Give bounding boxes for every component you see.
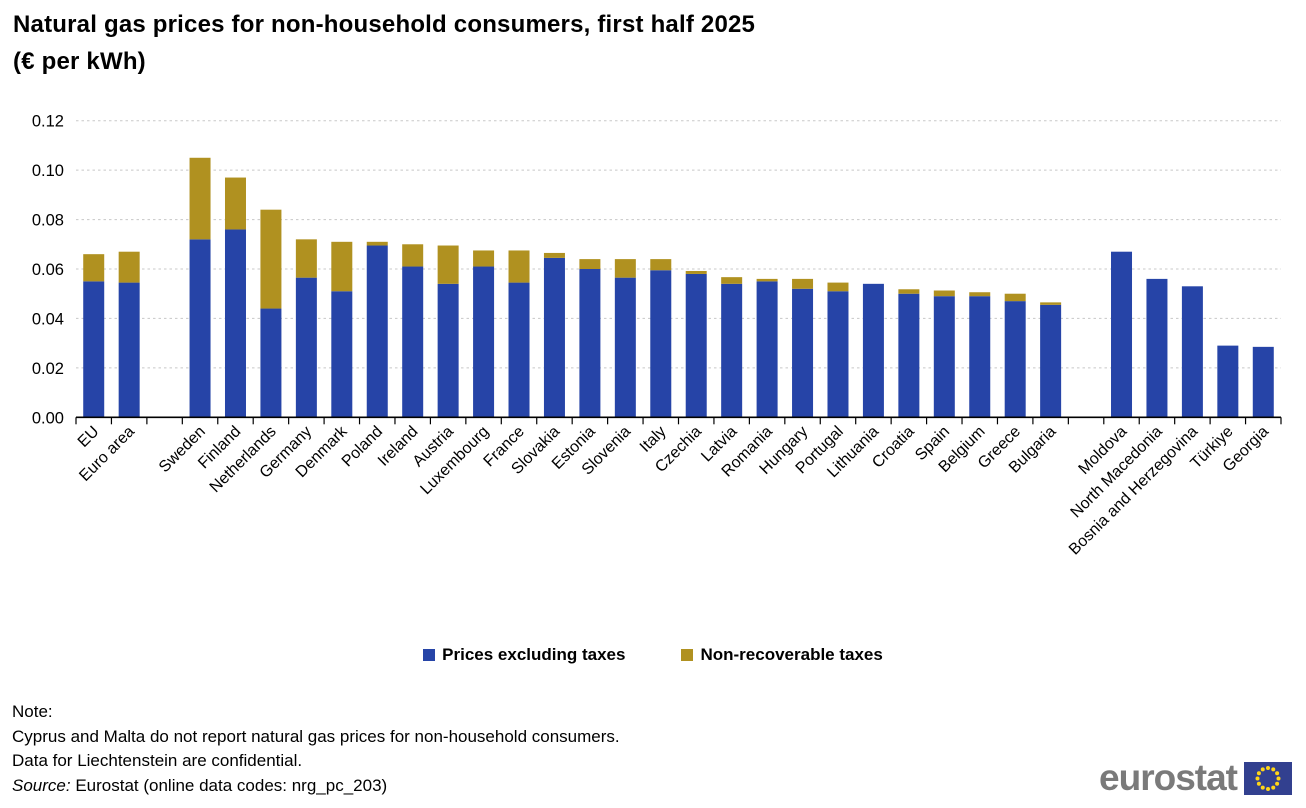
bar-tax-portugal bbox=[827, 282, 849, 292]
bar-base-germany bbox=[295, 277, 317, 418]
bar-tax-slovenia bbox=[614, 259, 636, 278]
bar-base-croatia bbox=[898, 293, 920, 418]
bar-base-slovenia bbox=[614, 277, 636, 418]
bar-base-georgia bbox=[1252, 346, 1274, 418]
bar-base-latvia bbox=[721, 283, 743, 418]
bar-tax-romania bbox=[756, 278, 778, 282]
x-axis-label: EU bbox=[75, 423, 103, 451]
bar-base-romania bbox=[756, 281, 778, 418]
bar-tax-spain bbox=[933, 290, 955, 297]
note-source-line: Source: Eurostat (online data codes: nrg… bbox=[12, 774, 620, 799]
bar-tax-estonia bbox=[579, 259, 601, 269]
chart-area: 0.00 0.02 0.04 0.06 0.08 0.10 0.12 EU Euro area S… bbox=[0, 95, 1306, 643]
bar-tax-netherlands bbox=[260, 209, 282, 309]
bar-base-czechia bbox=[685, 273, 707, 418]
y-axis-tick-label: 0.08 bbox=[32, 212, 64, 230]
bar-tax-euro-area bbox=[118, 251, 140, 283]
bar-base-hungary bbox=[792, 288, 814, 418]
bar-base-ireland bbox=[402, 266, 424, 418]
bar-base-euro-area bbox=[118, 282, 140, 418]
bar-base-finland bbox=[224, 229, 246, 418]
eurostat-logo-text: eurostat bbox=[1099, 757, 1238, 798]
bar-tax-bulgaria bbox=[1040, 302, 1062, 305]
chart-title: Natural gas prices for non-household con… bbox=[13, 6, 1063, 80]
y-axis-tick-label: 0.10 bbox=[32, 162, 64, 180]
bar-tax-italy bbox=[650, 259, 672, 271]
y-axis-tick-label: 0.12 bbox=[32, 113, 64, 131]
bar-tax-greece bbox=[1004, 293, 1026, 302]
bar-tax-czechia bbox=[685, 270, 707, 274]
y-axis-tick-label: 0.00 bbox=[32, 409, 64, 427]
x-axis-label: Poland bbox=[339, 423, 386, 470]
bar-tax-poland bbox=[366, 241, 388, 246]
legend-item-label: Prices excluding taxes bbox=[442, 645, 626, 664]
bar-base-netherlands bbox=[260, 308, 282, 418]
bar-tax-slovakia bbox=[543, 252, 565, 258]
bar-base-sweden bbox=[189, 239, 211, 418]
bar-base-bosnia-and-herzegovina bbox=[1181, 286, 1203, 418]
bar-base-lithuania bbox=[862, 283, 884, 418]
source-label: Source: bbox=[12, 775, 71, 795]
bar-base-austria bbox=[437, 283, 459, 418]
source-text: Eurostat (online data codes: nrg_pc_203) bbox=[70, 775, 388, 795]
eurostat-logo: eurostat bbox=[1099, 758, 1292, 798]
bar-tax-denmark bbox=[331, 241, 353, 292]
bar-base-slovakia bbox=[543, 257, 565, 418]
bar-tax-latvia bbox=[721, 277, 743, 284]
bar-base-moldova bbox=[1111, 251, 1133, 418]
note-heading: Note: bbox=[12, 702, 53, 721]
legend-swatch-icon bbox=[681, 649, 694, 661]
x-axis-label: Sweden bbox=[156, 423, 209, 476]
bar-base-bulgaria bbox=[1040, 304, 1062, 418]
chart-title-line2: (€ per kWh) bbox=[13, 48, 146, 75]
y-axis-tick-label: 0.02 bbox=[32, 360, 64, 378]
chart-legend: Prices excluding taxes Non-recoverable ta… bbox=[0, 645, 1306, 665]
bar-base-belgium bbox=[969, 296, 991, 418]
bar-base-denmark bbox=[331, 291, 353, 418]
bar-base-spain bbox=[933, 296, 955, 418]
bar-tax-austria bbox=[437, 245, 459, 284]
legend-item-label: Non-recoverable taxes bbox=[700, 645, 883, 664]
bar-tax-croatia bbox=[898, 289, 920, 294]
bar-base-poland bbox=[366, 245, 388, 418]
bar-tax-luxembourg bbox=[473, 250, 495, 267]
bar-base-north-macedonia bbox=[1146, 278, 1168, 418]
bar-tax-hungary bbox=[792, 278, 814, 289]
bar-base-greece bbox=[1004, 301, 1026, 418]
bar-tax-ireland bbox=[402, 244, 424, 267]
bar-tax-eu bbox=[83, 254, 105, 282]
bar-tax-germany bbox=[295, 239, 317, 278]
bar-tax-finland bbox=[224, 177, 246, 230]
bar-base-italy bbox=[650, 270, 672, 418]
bar-base-türkiye bbox=[1217, 345, 1239, 418]
legend-swatch-icon bbox=[423, 649, 436, 661]
bar-tax-france bbox=[508, 250, 530, 283]
notes-block: Note: Cyprus and Malta do not report nat… bbox=[12, 700, 620, 798]
y-axis-tick-label: 0.06 bbox=[32, 261, 64, 279]
bar-tax-belgium bbox=[969, 292, 991, 297]
legend-item-0: Prices excluding taxes bbox=[423, 645, 625, 665]
bar-base-france bbox=[508, 282, 530, 418]
bar-base-estonia bbox=[579, 269, 601, 418]
bar-base-portugal bbox=[827, 291, 849, 418]
bar-base-luxembourg bbox=[473, 266, 495, 418]
legend-item-1: Non-recoverable taxes bbox=[681, 645, 883, 665]
y-axis-tick-label: 0.04 bbox=[32, 310, 64, 328]
note-line-liechtenstein: Data for Liechtenstein are confidential. bbox=[12, 751, 303, 770]
note-line-cyprus-malta: Cyprus and Malta do not report natural g… bbox=[12, 726, 620, 746]
eu-flag-icon bbox=[1244, 761, 1292, 795]
bar-tax-sweden bbox=[189, 157, 211, 240]
chart-title-line1: Natural gas prices for non-household con… bbox=[13, 11, 756, 38]
bar-base-eu bbox=[83, 281, 105, 418]
